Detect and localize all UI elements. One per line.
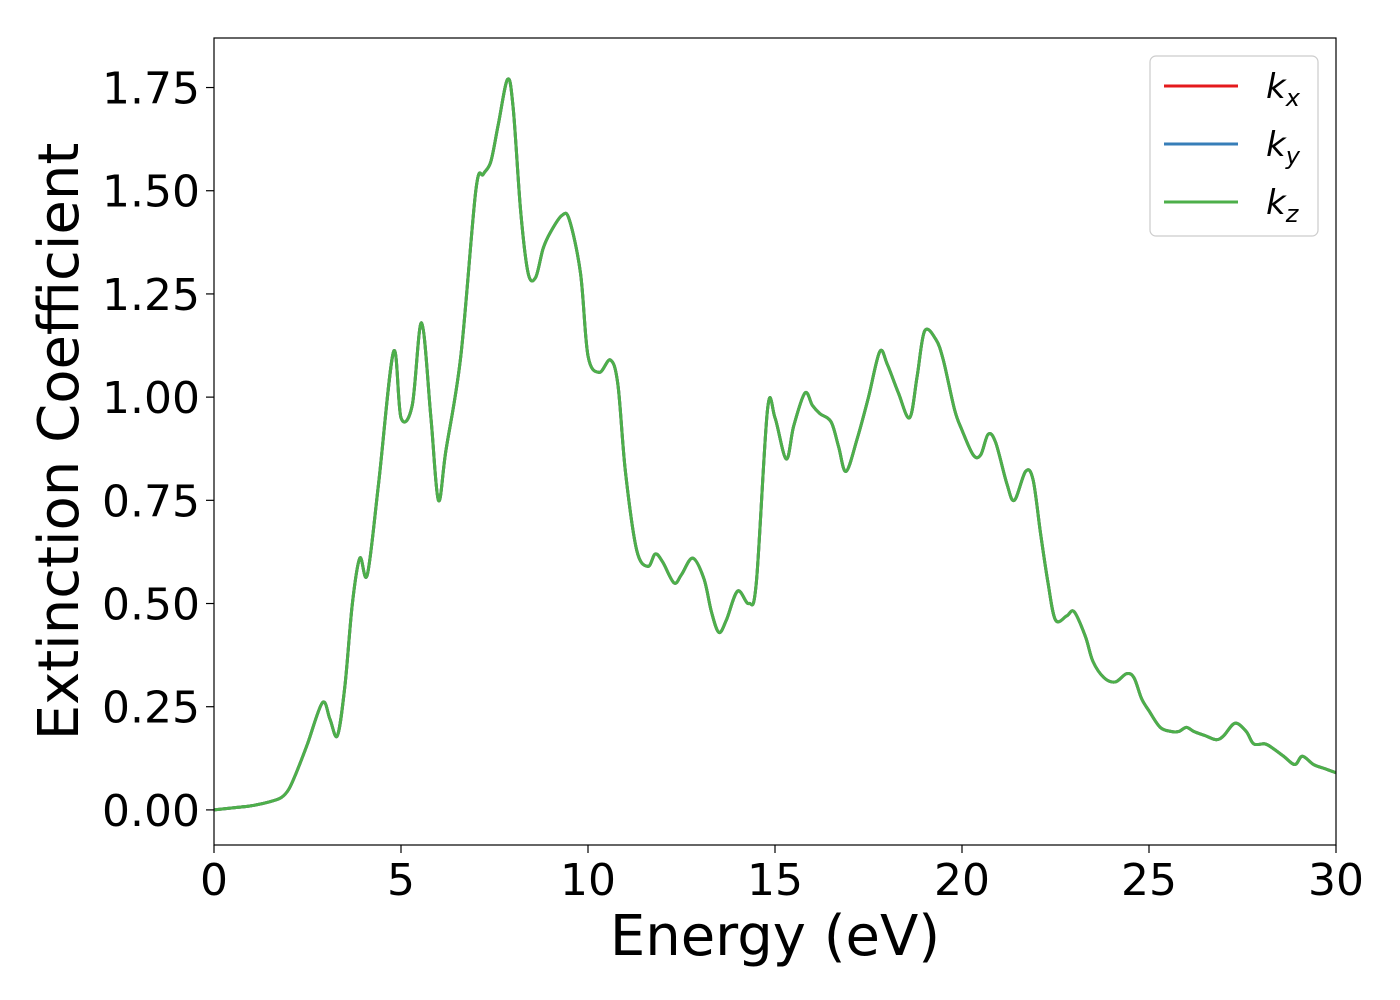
legend-item: ky xyxy=(1164,125,1301,170)
series-layer xyxy=(213,77,1337,812)
x-axis-ticks: 0 5 10 15 20 25 30 xyxy=(200,845,1364,906)
series-line-kz xyxy=(213,77,1337,812)
legend-item: kz xyxy=(1164,183,1300,228)
y-axis-ticks: 0.00 0.25 0.50 0.75 1.00 1.25 1.50 1.75 xyxy=(102,64,214,837)
x-tick-label: 15 xyxy=(747,855,803,906)
x-tick-label: 10 xyxy=(560,855,616,906)
y-tick-label: 1.25 xyxy=(102,270,200,321)
y-tick-label: 1.50 xyxy=(102,167,200,218)
legend-item: kx xyxy=(1164,67,1301,112)
y-tick-label: 1.75 xyxy=(102,64,200,115)
y-tick-label: 0.25 xyxy=(102,683,200,734)
x-axis-label: Energy (eV) xyxy=(610,904,940,969)
legend-label: ky xyxy=(1266,125,1301,170)
x-tick-label: 0 xyxy=(200,855,228,906)
legend-label: kz xyxy=(1266,183,1300,228)
x-tick-label: 5 xyxy=(387,855,415,906)
x-tick-label: 30 xyxy=(1308,855,1364,906)
y-axis-label: Extinction Coefficient xyxy=(27,143,92,741)
legend: kx ky kz xyxy=(1149,55,1319,237)
y-tick-label: 1.00 xyxy=(102,373,200,424)
legend-label: kx xyxy=(1266,67,1301,112)
y-tick-label: 0.75 xyxy=(102,476,200,527)
legend-box xyxy=(1149,55,1319,237)
y-tick-label: 0.00 xyxy=(102,786,200,837)
y-tick-label: 0.50 xyxy=(102,580,200,631)
x-tick-label: 25 xyxy=(1121,855,1177,906)
x-tick-label: 20 xyxy=(934,855,990,906)
